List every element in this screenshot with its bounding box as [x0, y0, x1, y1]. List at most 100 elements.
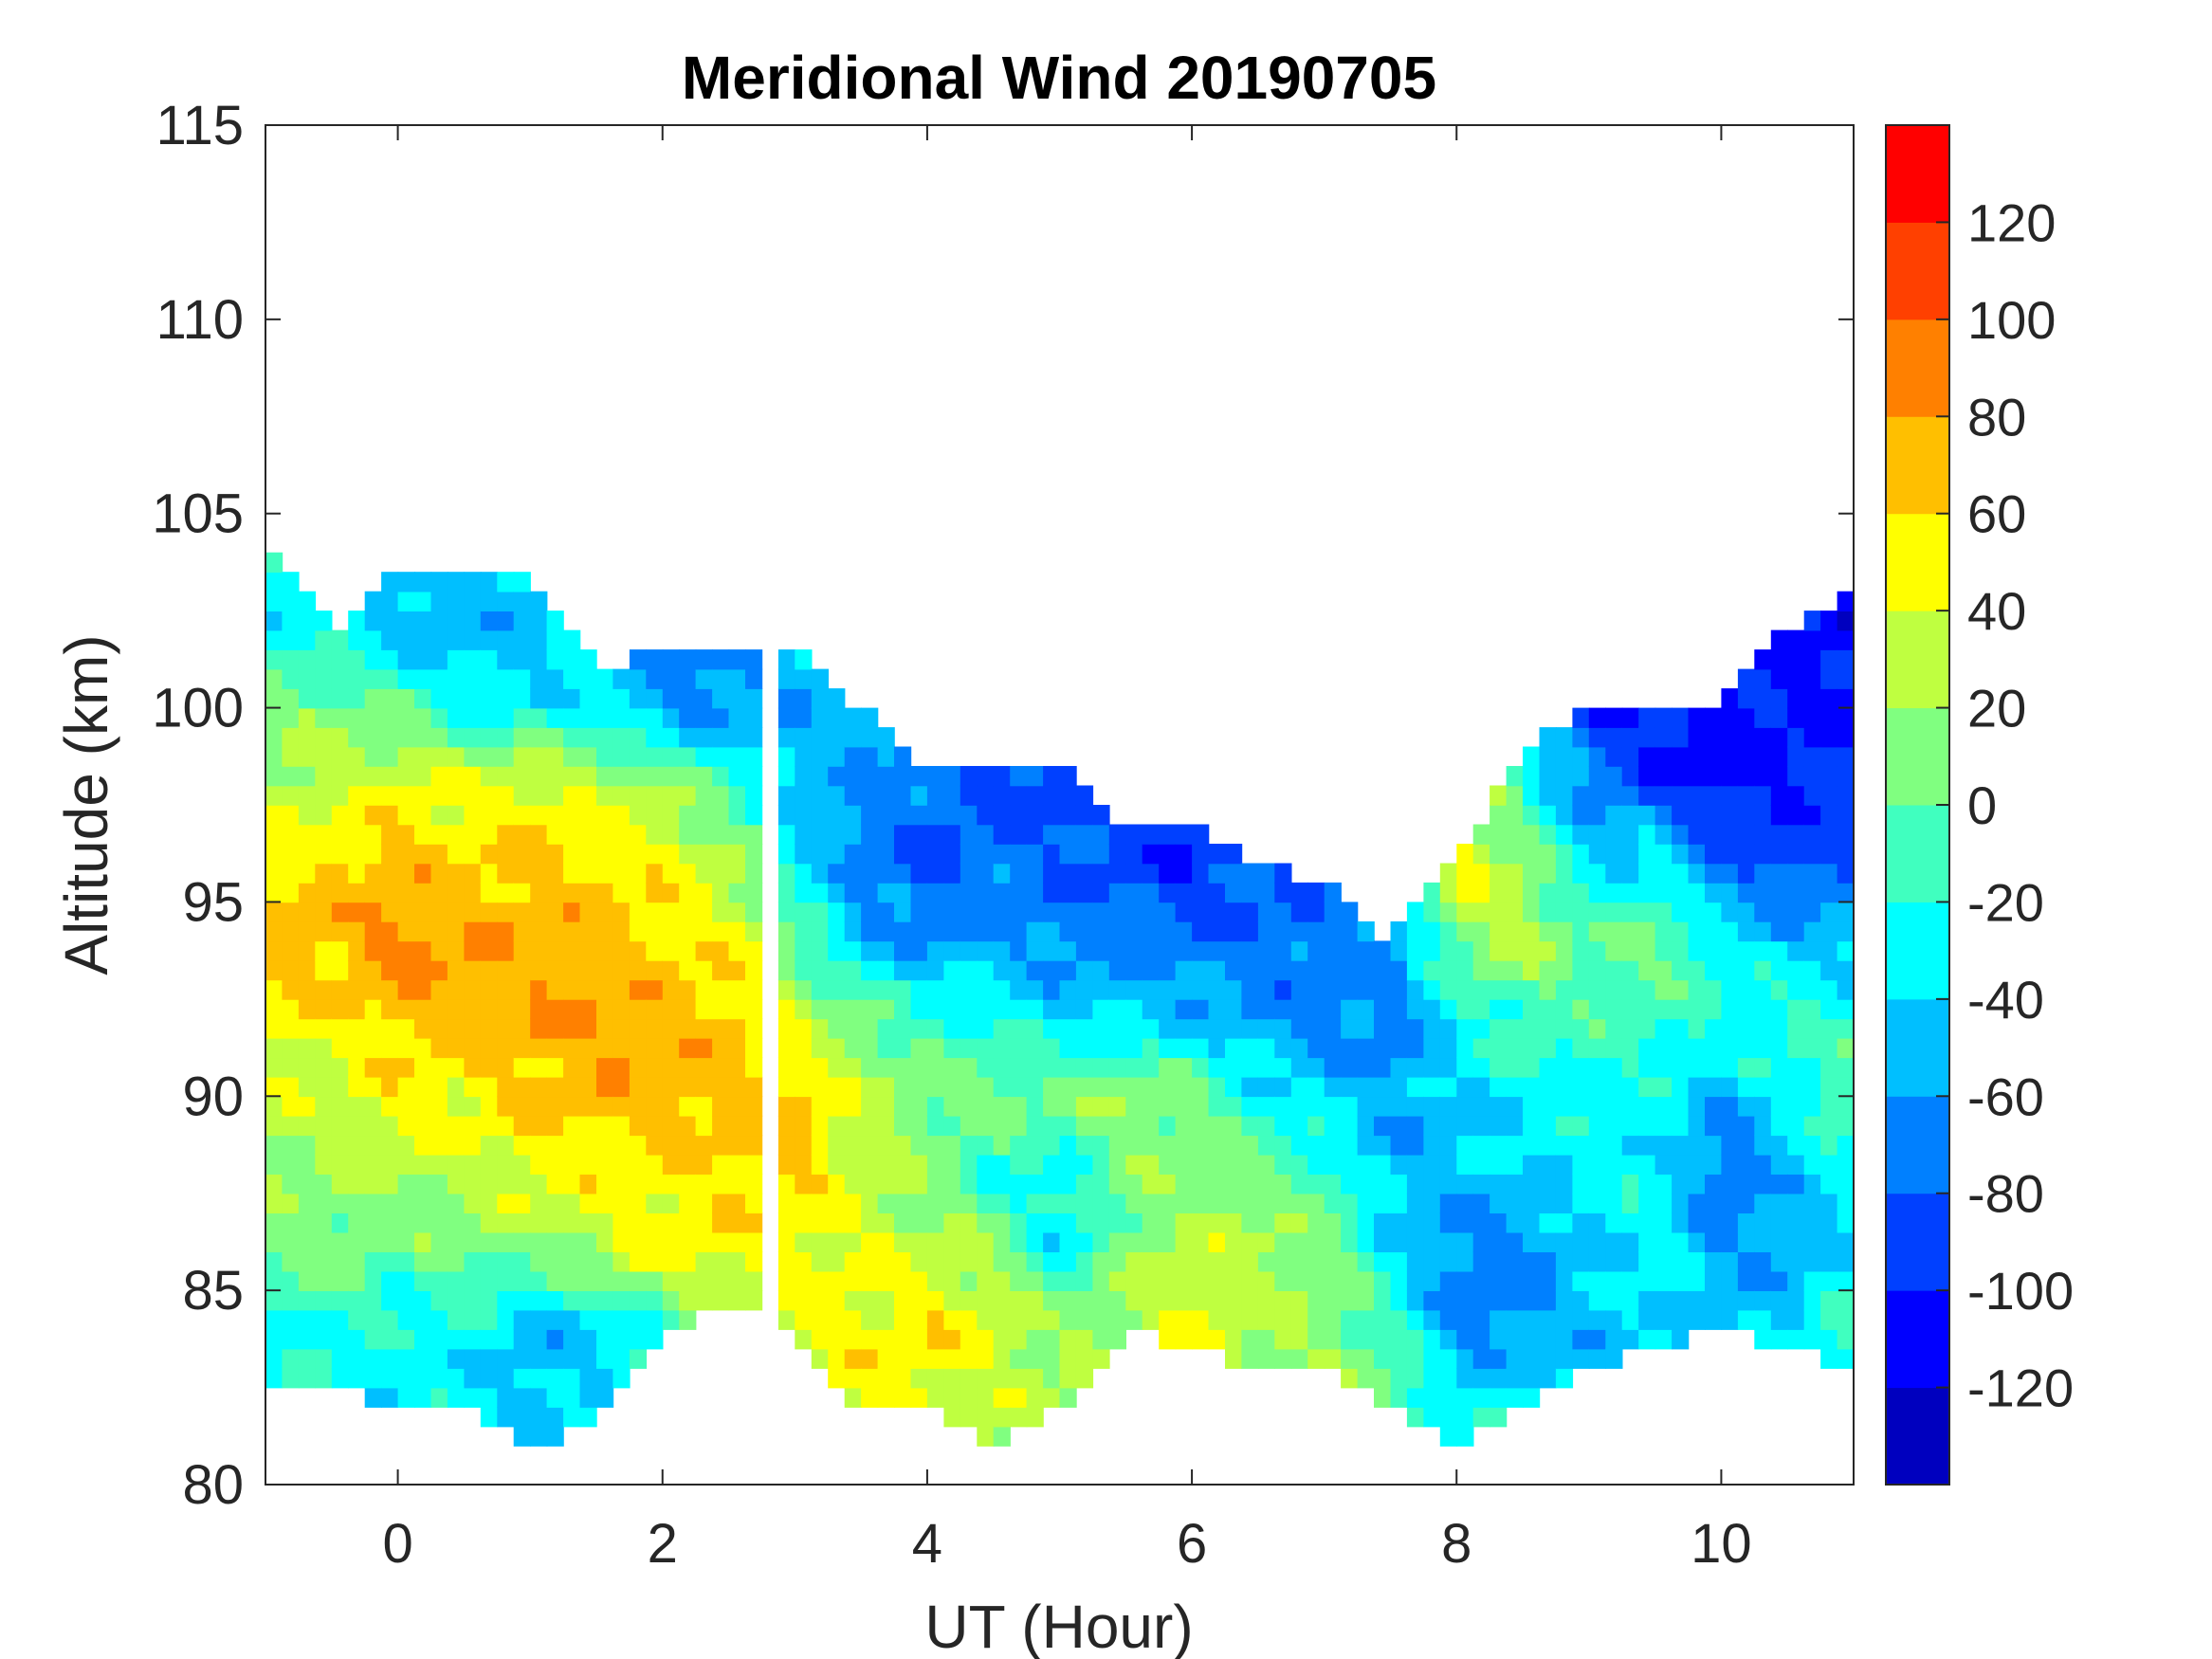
- contour-cell: [1472, 1407, 1490, 1428]
- contour-cell: [497, 805, 515, 826]
- contour-cell: [894, 844, 912, 865]
- contour-cell: [1374, 1270, 1392, 1291]
- contour-cell: [1439, 902, 1457, 922]
- contour-cell: [828, 882, 846, 903]
- contour-cell: [563, 668, 581, 689]
- contour-cell: [1208, 1193, 1226, 1213]
- contour-cell: [1803, 921, 1821, 942]
- contour-cell: [1192, 921, 1210, 942]
- contour-cell: [1688, 1231, 1706, 1252]
- contour-cell: [397, 1290, 415, 1311]
- contour-cell: [282, 591, 300, 611]
- contour-cell: [1555, 1037, 1574, 1059]
- contour-cell: [1175, 1212, 1193, 1233]
- contour-cell: [596, 902, 614, 922]
- contour-cell: [1026, 940, 1044, 961]
- contour-cell: [282, 959, 300, 981]
- contour-cell: [563, 1348, 581, 1369]
- contour-cell: [1159, 1193, 1177, 1213]
- contour-cell: [679, 1290, 697, 1311]
- contour-cell: [331, 1270, 349, 1291]
- contour-cell: [364, 611, 382, 631]
- contour-cell: [1820, 1251, 1838, 1272]
- contour-cell: [612, 1037, 631, 1059]
- contour-cell: [1837, 746, 1855, 767]
- contour-cell: [1439, 1368, 1457, 1389]
- contour-cell: [894, 1231, 912, 1252]
- contour-cell: [397, 727, 415, 748]
- contour-cell: [1374, 1329, 1392, 1350]
- contour-cell: [1274, 1096, 1292, 1117]
- contour-cell: [777, 785, 796, 806]
- contour-cell: [861, 1212, 879, 1233]
- contour-cell: [546, 1037, 564, 1059]
- contour-cell: [348, 1096, 366, 1117]
- contour-cell: [364, 1057, 382, 1078]
- contour-cell: [1506, 805, 1524, 826]
- contour-cell: [480, 785, 498, 806]
- contour-cell: [282, 1174, 300, 1194]
- contour-cell: [1108, 1231, 1126, 1252]
- contour-cell: [1043, 959, 1061, 981]
- contour-cell: [960, 959, 978, 981]
- contour-cell: [381, 1096, 399, 1117]
- contour-cell: [530, 1387, 548, 1408]
- contour-cell: [563, 707, 581, 728]
- contour-cell: [993, 1270, 1011, 1291]
- contour-cell: [943, 805, 961, 826]
- contour-cell: [1490, 863, 1508, 884]
- contour-cell: [1523, 998, 1541, 1020]
- contour-cell: [1043, 1057, 1061, 1078]
- contour-cell: [1423, 902, 1441, 922]
- contour-cell: [1175, 1329, 1193, 1350]
- contour-cell: [1274, 1212, 1292, 1233]
- contour-cell: [1257, 1174, 1276, 1194]
- contour-cell: [977, 1174, 995, 1194]
- contour-cell: [1125, 1037, 1143, 1059]
- contour-cell: [1324, 1193, 1342, 1213]
- contour-cell: [1290, 959, 1308, 981]
- contour-cell: [1621, 1251, 1639, 1272]
- contour-cell: [348, 902, 366, 922]
- contour-cell: [1555, 979, 1574, 1000]
- contour-cell: [1059, 921, 1077, 942]
- contour-cell: [993, 824, 1011, 845]
- contour-cell: [679, 668, 697, 689]
- contour-cell: [447, 1193, 466, 1213]
- contour-cell: [381, 785, 399, 806]
- contour-cell: [1075, 998, 1094, 1020]
- contour-cell: [348, 1329, 366, 1350]
- contour-cell: [1125, 1154, 1143, 1175]
- contour-cell: [712, 1115, 730, 1137]
- contour-cell: [1621, 940, 1639, 961]
- contour-cell: [497, 668, 515, 689]
- contour-cell: [1208, 1174, 1226, 1194]
- contour-cell: [795, 766, 813, 787]
- contour-cell: [910, 785, 928, 806]
- contour-cell: [1721, 1251, 1739, 1272]
- contour-cell: [811, 805, 829, 826]
- contour-cell: [977, 1329, 995, 1350]
- contour-cell: [1026, 844, 1044, 865]
- contour-cell: [1175, 1231, 1193, 1252]
- contour-cell: [1572, 902, 1590, 922]
- contour-cell: [1721, 1057, 1739, 1078]
- contour-cell: [1043, 921, 1061, 942]
- contour-cell: [1654, 1174, 1673, 1194]
- contour-cell: [1837, 1115, 1855, 1137]
- contour-cell: [646, 1193, 664, 1213]
- contour-cell: [579, 824, 597, 845]
- contour-cell: [546, 1426, 564, 1447]
- contour-cell: [1456, 902, 1474, 922]
- contour-cell: [1456, 1115, 1474, 1137]
- contour-cell: [513, 649, 531, 670]
- contour-cell: [1572, 1290, 1590, 1311]
- contour-cell: [596, 668, 614, 689]
- contour-cell: [1456, 844, 1474, 865]
- contour-cell: [943, 1076, 961, 1098]
- contour-cell: [414, 727, 432, 748]
- contour-cell: [1605, 1193, 1623, 1213]
- contour-cell: [480, 1057, 498, 1078]
- contour-cell: [480, 1309, 498, 1330]
- contour-cell: [1654, 1270, 1673, 1291]
